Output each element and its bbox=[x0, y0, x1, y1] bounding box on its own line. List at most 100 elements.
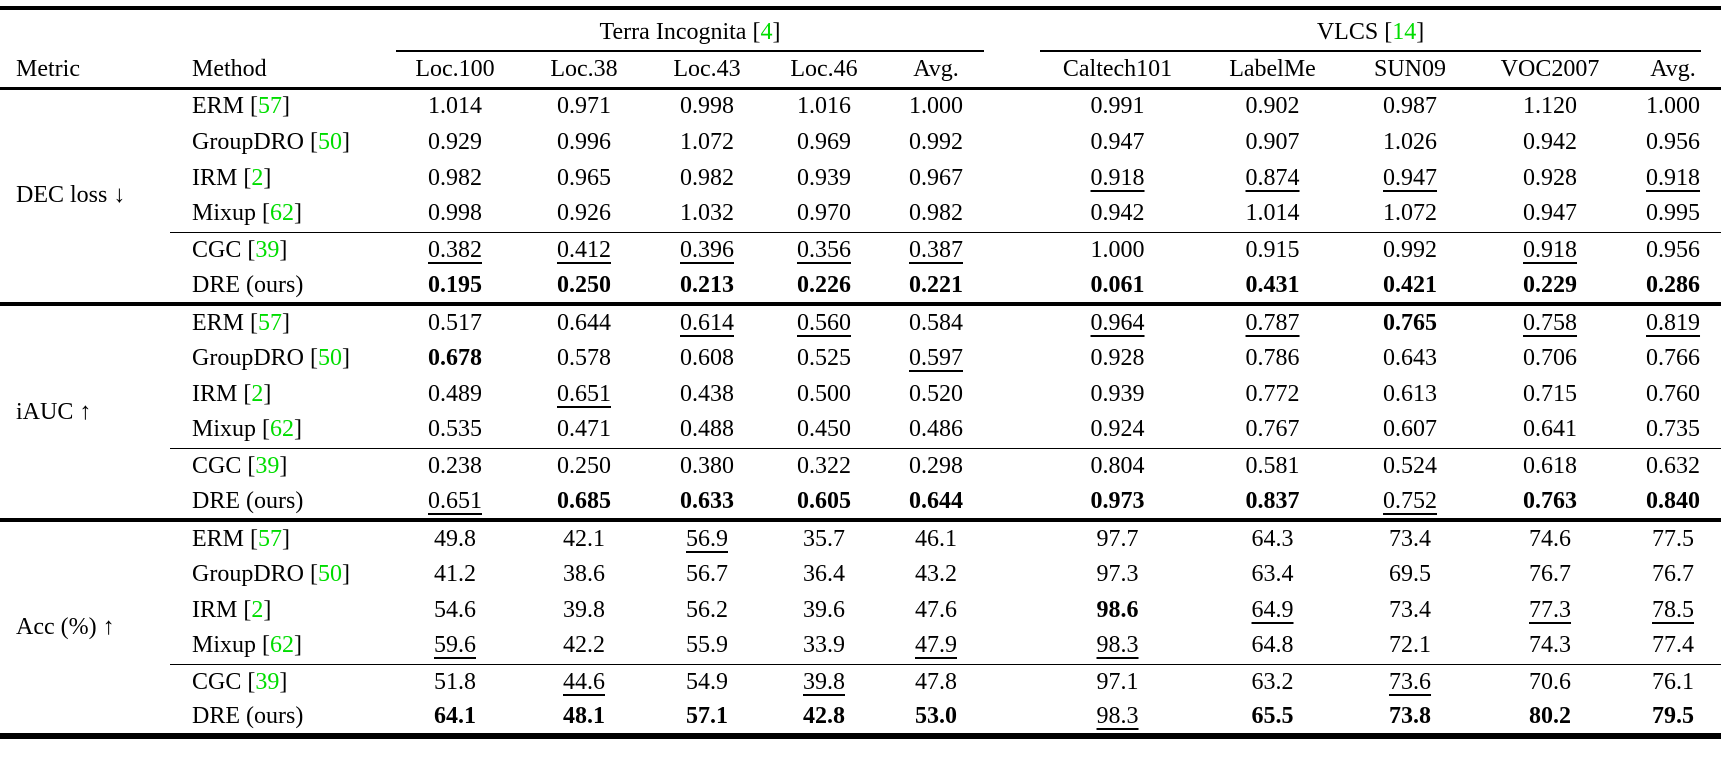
value-cell: 97.7 bbox=[1096, 525, 1139, 552]
value-cell: 0.213 bbox=[680, 271, 734, 298]
citation-number: 57 bbox=[258, 93, 282, 120]
method-label: ERM [57] bbox=[170, 88, 390, 124]
value-cell: 0.956 bbox=[1646, 236, 1701, 263]
value-cell: 41.2 bbox=[434, 560, 476, 587]
value-cell: 0.767 bbox=[1200, 412, 1346, 449]
value-cell: 63.2 bbox=[1251, 668, 1294, 695]
value-cell: 0.195 bbox=[428, 271, 482, 298]
value-cell: 0.752 bbox=[1383, 487, 1438, 514]
value-cell: 64.8 bbox=[1200, 628, 1346, 665]
group-title-text: Terra Incognita [ bbox=[599, 19, 761, 45]
column-header-loc38: Loc.38 bbox=[550, 55, 618, 82]
method-name: GroupDRO [ bbox=[192, 560, 318, 587]
table-row: Acc (%) ↑ ERM [57] 49.8 42.1 56.9 35.7 46.1 97.… bbox=[0, 520, 1721, 641]
value-cell: 0.763 bbox=[1523, 487, 1578, 514]
table-row: iAUC ↑ ERM [57] 0.517 0.644 0.614 0.560 0.584 0… bbox=[0, 304, 1721, 425]
value-cell: 0.918 bbox=[1523, 236, 1578, 263]
column-header-labelme: LabelMe bbox=[1229, 55, 1316, 82]
citation-number: 57 bbox=[258, 309, 282, 336]
value-cell: 0.918 bbox=[1090, 164, 1145, 191]
citation-number: 39 bbox=[255, 452, 280, 479]
table-row: DRE (ours) 0.195 0.250 0.213 0.226 0.221 0.061… bbox=[0, 268, 1721, 304]
citation-number: 2 bbox=[251, 164, 264, 191]
value-cell: 0.380 bbox=[680, 452, 734, 479]
value-cell: 0.613 bbox=[1383, 380, 1438, 407]
table-row: CGC [39] 51.8 44.6 54.9 39.8 47.8 97.1 63.2 73.6… bbox=[0, 664, 1721, 700]
citation-bracket: ] bbox=[342, 560, 350, 587]
group-title-terra-incognita: Terra Incognita [4] bbox=[396, 19, 985, 52]
value-cell: 63.4 bbox=[1251, 560, 1294, 587]
value-cell: 0.928 bbox=[1090, 344, 1145, 371]
method-name: IRM [ bbox=[192, 380, 252, 407]
value-cell: 47.8 bbox=[915, 668, 957, 695]
value-cell: 0.760 bbox=[1646, 380, 1701, 407]
citation-bracket: ] bbox=[263, 380, 272, 407]
value-cell: 0.651 bbox=[557, 380, 611, 407]
value-cell: 0.450 bbox=[766, 412, 882, 449]
group-title-bracket: ] bbox=[1416, 19, 1425, 45]
method-name: Mixup [ bbox=[192, 632, 270, 659]
value-cell: 0.524 bbox=[1383, 452, 1438, 479]
value-cell: 0.956 bbox=[1646, 128, 1701, 155]
value-cell: 0.970 bbox=[766, 196, 882, 233]
value-cell: 80.2 bbox=[1529, 703, 1572, 729]
value-cell: 0.578 bbox=[557, 344, 611, 371]
value-cell: 0.581 bbox=[1245, 452, 1300, 479]
metric-label: Acc (%) ↑ bbox=[16, 614, 115, 640]
value-cell: 56.9 bbox=[686, 525, 728, 552]
value-cell: 0.965 bbox=[557, 164, 611, 191]
value-cell: 0.471 bbox=[520, 412, 648, 449]
method-name: Mixup [ bbox=[192, 200, 270, 227]
method-name: IRM [ bbox=[192, 164, 252, 191]
value-cell: 70.6 bbox=[1529, 668, 1572, 695]
citation-number: 62 bbox=[270, 632, 294, 659]
value-cell: 69.5 bbox=[1389, 560, 1432, 587]
value-cell: 0.982 bbox=[428, 164, 482, 191]
value-cell: 0.525 bbox=[797, 344, 851, 371]
value-cell: 0.982 bbox=[680, 164, 734, 191]
value-cell: 0.942 bbox=[990, 196, 1201, 233]
value-cell: 97.3 bbox=[1096, 560, 1139, 587]
value-cell: 0.221 bbox=[909, 271, 963, 298]
value-cell: 56.2 bbox=[686, 596, 728, 623]
method-label: Mixup [62] bbox=[170, 412, 390, 449]
value-cell: 47.6 bbox=[915, 596, 957, 623]
group-header-vlcs: VLCS [14] bbox=[990, 8, 1721, 52]
citation-bracket: ] bbox=[279, 668, 288, 695]
value-cell: 65.5 bbox=[1251, 703, 1294, 729]
method-name: ERM [ bbox=[192, 309, 258, 336]
value-cell: 0.982 bbox=[882, 196, 991, 233]
value-cell: 0.924 bbox=[990, 412, 1201, 449]
value-cell: 51.8 bbox=[434, 668, 476, 695]
table-row: GroupDRO [50] 41.2 38.6 56.7 36.4 43.2 97.3 63.… bbox=[0, 556, 1721, 592]
value-cell: 0.605 bbox=[797, 487, 851, 514]
table-row: Mixup [62] 0.535 0.471 0.488 0.450 0.486 0.924… bbox=[0, 412, 1721, 449]
value-cell: 1.072 bbox=[1345, 196, 1476, 233]
value-cell: 0.969 bbox=[797, 128, 851, 155]
value-cell: 73.4 bbox=[1389, 596, 1432, 623]
value-cell: 0.250 bbox=[557, 452, 611, 479]
value-cell: 73.4 bbox=[1389, 525, 1432, 552]
value-cell: 76.7 bbox=[1529, 560, 1572, 587]
method-name: CGC [ bbox=[192, 668, 256, 695]
column-header-sun09: SUN09 bbox=[1374, 55, 1447, 82]
column-header-method: Method bbox=[192, 55, 267, 82]
value-cell: 77.5 bbox=[1652, 525, 1695, 552]
value-cell: 0.766 bbox=[1646, 344, 1701, 371]
citation-number: 50 bbox=[318, 128, 342, 155]
value-cell: 0.939 bbox=[1090, 380, 1145, 407]
value-cell: 43.2 bbox=[915, 560, 957, 587]
value-cell: 79.5 bbox=[1652, 703, 1695, 729]
value-cell: 0.964 bbox=[1090, 309, 1145, 336]
method-name: DRE (ours) bbox=[192, 487, 304, 514]
value-cell: 0.632 bbox=[1646, 452, 1701, 479]
column-header-loc100: Loc.100 bbox=[415, 55, 495, 82]
value-cell: 0.412 bbox=[557, 236, 611, 263]
value-cell: 78.5 bbox=[1652, 596, 1695, 623]
value-cell: 59.6 bbox=[390, 628, 520, 665]
table-row: DRE (ours) 0.651 0.685 0.633 0.605 0.644 0.973… bbox=[0, 484, 1721, 520]
value-cell: 0.618 bbox=[1523, 452, 1578, 479]
value-cell: 0.765 bbox=[1383, 309, 1438, 336]
metric-block: DEC loss ↓ ERM [57] 1.014 0.971 0.998 1.016 1.… bbox=[0, 88, 1721, 304]
table-row: DRE (ours) 64.1 48.1 57.1 42.8 53.0 98.3 65.5 73… bbox=[0, 700, 1721, 736]
